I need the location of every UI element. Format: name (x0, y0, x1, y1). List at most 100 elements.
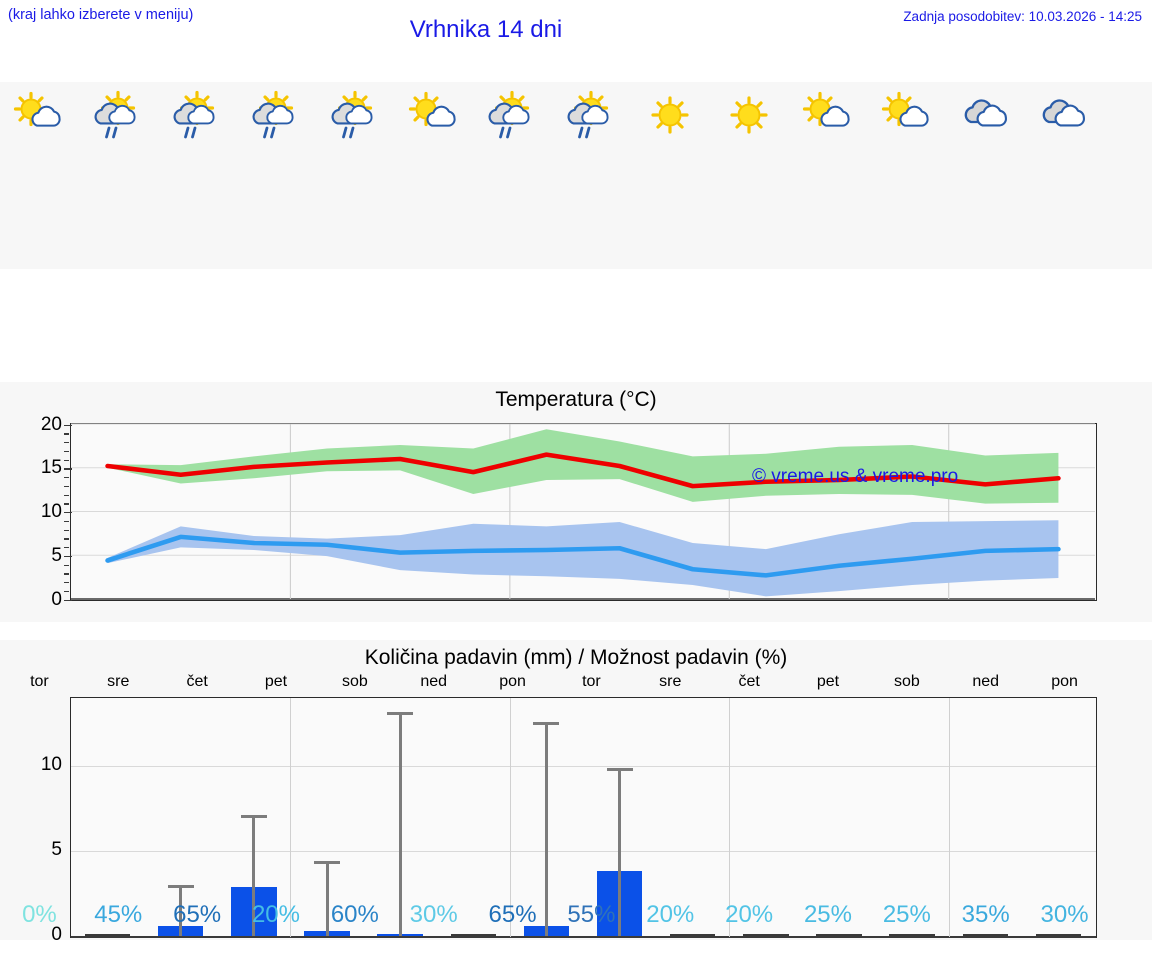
grid-line-vertical (290, 698, 292, 937)
cloud-icon (951, 92, 1021, 138)
precipitation-panel: Količina padavin (mm) / Možnost padavin … (0, 640, 1152, 945)
precipitation-bar (962, 934, 1008, 936)
sun-cloud-icon (872, 91, 942, 138)
axis-tick (64, 573, 69, 575)
sun-cloud-rain-icon (162, 90, 232, 139)
precipitation-probability: 20% (646, 901, 695, 928)
precipitation-chart-title: Količina padavin (mm) / Možnost padavin … (364, 646, 788, 669)
axis-tick (64, 442, 69, 444)
day-column[interactable] (158, 82, 237, 269)
error-bar-cap (606, 767, 633, 771)
error-bar-line (544, 721, 548, 936)
day-column[interactable] (552, 82, 631, 269)
precipitation-probability: 45% (94, 901, 143, 928)
error-bar-line (325, 861, 329, 936)
precipitation-plot-area (70, 697, 1097, 938)
precipitation-day-label: pet (264, 673, 288, 690)
precipitation-day-label: ned (420, 673, 448, 690)
grid-line-vertical (509, 698, 511, 937)
axis-tick (64, 512, 72, 514)
axis-tick (64, 564, 69, 566)
axis-tick (64, 433, 69, 435)
precipitation-day-label: tor (30, 673, 49, 690)
precipitation-probability: 25% (803, 901, 852, 928)
axis-tick (64, 450, 69, 453)
day-column[interactable] (79, 82, 158, 269)
daily-forecast-strip (0, 82, 1152, 269)
grid-line (71, 936, 1096, 938)
error-bar-cap (167, 885, 194, 888)
sun-cloud-rain-icon (83, 90, 153, 139)
day-column[interactable] (237, 82, 316, 269)
sun-cloud-rain-icon (477, 90, 547, 139)
day-column[interactable] (710, 82, 789, 269)
day-column[interactable] (867, 82, 946, 269)
precipitation-bar (1035, 934, 1082, 936)
day-column[interactable] (631, 82, 710, 269)
day-column[interactable] (946, 82, 1025, 269)
sun-icon (714, 92, 784, 138)
grid-line-vertical (948, 698, 950, 937)
axis-tick (64, 477, 69, 479)
axis-tick (64, 424, 72, 426)
page-title: Vrhnika 14 dni (409, 16, 563, 43)
temperature-panel: Temperatura (°C) 0 5 10 15 20 (0, 382, 1152, 622)
precipitation-bar (670, 934, 716, 936)
error-bar-cap (387, 711, 414, 715)
axis-tick (64, 520, 69, 523)
precipitation-day-label: pon (1051, 673, 1078, 690)
error-bar-cap (314, 861, 340, 865)
temperature-y-tick-label: 20 (40, 413, 62, 435)
precipitation-day-label: sre (107, 673, 130, 690)
precipitation-day-label: tor (582, 673, 601, 690)
axis-tick (64, 468, 72, 470)
sun-cloud-rain-icon (241, 90, 311, 139)
precipitation-y-tick-label: 5 (51, 839, 62, 860)
precipitation-y-tick-label: 10 (40, 754, 62, 775)
axis-tick (64, 529, 69, 531)
precipitation-probability: 55% (567, 901, 616, 928)
menu-hint: (kraj lahko izberete v meniju) (8, 7, 194, 23)
sun-icon (635, 92, 705, 138)
sun-cloud-rain-icon (556, 90, 626, 139)
precipitation-bar (450, 934, 496, 936)
day-column[interactable] (0, 82, 79, 269)
precipitation-bar (84, 934, 131, 936)
temperature-chart-svg (71, 423, 1095, 600)
temperature-plot-area (70, 423, 1097, 601)
precipitation-day-label: ned (972, 673, 1000, 690)
temperature-y-tick-label: 10 (40, 501, 62, 522)
temperature-y-tick-label: 15 (40, 457, 62, 479)
watermark: © vreme.us & vreme.pro (752, 466, 959, 487)
top-bar: (kraj lahko izberete v meniju) Vrhnika 1… (0, 0, 1152, 58)
day-column[interactable] (788, 82, 867, 269)
precipitation-day-label: sre (659, 673, 682, 690)
axis-tick (64, 547, 69, 549)
precipitation-probability: 25% (882, 901, 931, 928)
precipitation-probability: 35% (961, 901, 1010, 928)
cloud-icon (1029, 92, 1099, 138)
axis-tick (64, 485, 69, 488)
axis-tick (64, 599, 72, 601)
error-bar-line (179, 885, 183, 936)
precipitation-bar (889, 934, 935, 936)
day-column[interactable] (1025, 82, 1104, 269)
precipitation-probability: 20% (251, 901, 300, 928)
precipitation-bar (816, 934, 862, 936)
temperature-chart-title: Temperatura (°C) (495, 388, 657, 411)
day-column[interactable] (473, 82, 552, 269)
sun-cloud-rain-icon (320, 90, 390, 139)
precipitation-day-label: sob (341, 673, 368, 690)
axis-tick (64, 582, 69, 584)
sun-cloud-icon (4, 91, 74, 138)
grid-line (71, 851, 1096, 852)
day-column[interactable] (315, 82, 394, 269)
error-bar-line (252, 815, 256, 936)
temperature-y-tick-label: 5 (51, 544, 62, 566)
precipitation-day-label: čet (738, 673, 760, 690)
precipitation-probability: 30% (409, 901, 458, 928)
sun-cloud-icon (793, 91, 863, 138)
day-column[interactable] (394, 82, 473, 269)
grid-line (71, 766, 1096, 767)
